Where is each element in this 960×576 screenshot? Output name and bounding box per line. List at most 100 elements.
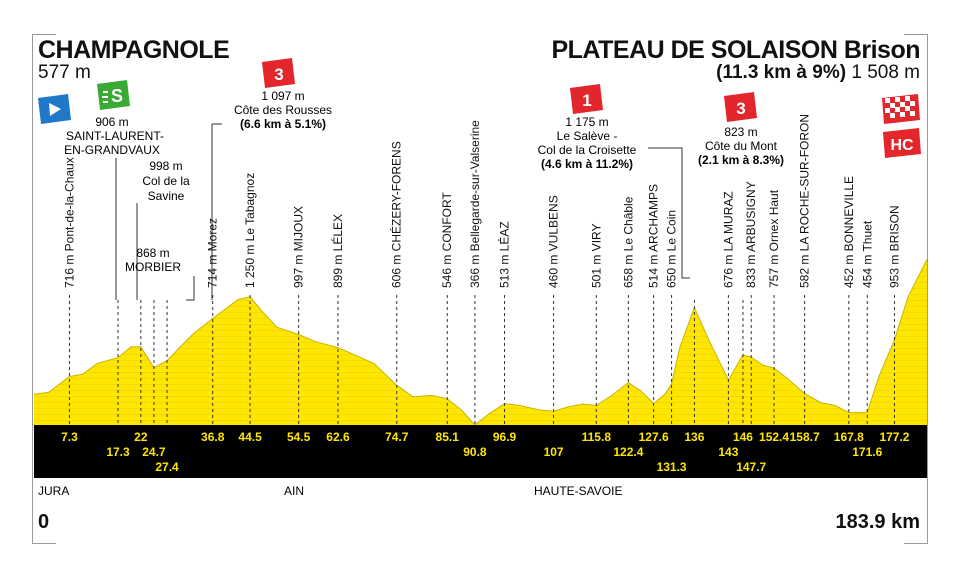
savine-name-line2: Savine — [148, 189, 185, 203]
place-label-24: 452 m BONNEVILLE — [842, 176, 856, 288]
frame-bottom-left-h — [32, 543, 56, 544]
place-label-22: 757 m Ornex Haut — [767, 189, 781, 288]
sprint-icon: S — [97, 80, 130, 110]
frame-top-right-h — [904, 34, 928, 35]
km-label-22: 152.4 — [759, 430, 789, 444]
distance-start: 0 — [38, 511, 50, 533]
region-haute-savoie: HAUTE-SAVOIE — [534, 484, 622, 498]
km-label-24: 167.8 — [834, 430, 864, 444]
start-town: CHAMPAGNOLE — [38, 36, 230, 64]
region-ain: AIN — [284, 484, 304, 498]
km-label-21: 147.7 — [736, 460, 766, 474]
sprint-symbol: S — [111, 86, 123, 106]
saleve-name-line2: Col de la Croisette — [538, 143, 637, 157]
km-label-13: 107 — [544, 445, 564, 459]
km-label-14: 115.8 — [582, 430, 612, 444]
km-label-0: 7.3 — [61, 430, 78, 444]
place-label-26: 953 m BRISON — [887, 205, 901, 288]
km-label-18: 136 — [684, 430, 704, 444]
place-label-9: 606 m CHÉZERY-FORENS — [389, 141, 404, 288]
place-label-0: 716 m Pont-de-la-Chaux — [62, 157, 76, 288]
km-label-12: 96.9 — [493, 430, 517, 444]
climb-cat3-badge-2: 3 — [724, 92, 757, 122]
place-label-10: 546 m CONFORT — [440, 192, 454, 288]
place-label-11: 366 m Bellegarde-sur-Valserine — [468, 120, 482, 288]
climb-hc-badge: HC — [883, 128, 921, 158]
km-label-6: 44.5 — [238, 430, 262, 444]
callout-connector-4 — [648, 147, 690, 279]
km-label-4: 27.4 — [155, 460, 179, 474]
start-flag-icon — [38, 94, 71, 124]
km-label-11: 90.8 — [463, 445, 487, 459]
profile-line — [33, 259, 928, 426]
frame-top-left-v — [32, 34, 33, 544]
saleve-altitude: 1 175 m — [565, 115, 608, 129]
frame-top-left-h — [32, 34, 56, 35]
km-label-23: 158.7 — [790, 430, 820, 444]
callout-connector-3 — [211, 123, 222, 300]
savine-altitude: 998 m — [149, 159, 182, 173]
sprint-altitude: 906 m — [95, 115, 128, 129]
frame-bottom-right-h — [904, 543, 928, 544]
finish-details: (11.3 km à 9%) 1 508 m — [716, 62, 920, 84]
km-label-25: 171.6 — [852, 445, 882, 459]
km-label-15: 122.4 — [613, 445, 643, 459]
km-band — [34, 425, 927, 478]
place-label-25: 454 m Thuet — [860, 220, 874, 288]
climb-cat1-badge: 1 — [570, 84, 603, 114]
mont-altitude: 823 m — [724, 125, 757, 139]
frame-top-right-v — [927, 34, 928, 544]
place-label-6: 1 250 m Le Tabagnoz — [243, 173, 257, 288]
morbier-altitude: 868 m — [136, 246, 169, 260]
km-label-9: 74.7 — [385, 430, 409, 444]
rousses-altitude: 1 097 m — [261, 89, 304, 103]
profile-hatching — [34, 259, 927, 425]
saleve-category: 1 — [582, 91, 591, 110]
km-label-19: 143 — [718, 445, 738, 459]
place-label-19: 676 m LA MURAZ — [721, 191, 735, 288]
start-altitude: 577 m — [38, 62, 91, 83]
saleve-detail: (4.6 km à 11.2%) — [541, 157, 633, 171]
km-label-8: 62.6 — [326, 430, 350, 444]
km-label-2: 22 — [134, 430, 148, 444]
finish-altitude: 1 508 m — [851, 62, 920, 83]
km-label-5: 36.8 — [201, 430, 225, 444]
place-label-21: 833 m ARBUSIGNY — [744, 181, 758, 288]
finish-climb: (11.3 km à 9%) — [716, 62, 847, 83]
km-label-3: 24.7 — [142, 445, 166, 459]
place-label-12: 513 m LÉAZ — [497, 221, 512, 288]
km-label-1: 17.3 — [106, 445, 130, 459]
place-label-5: 714 m Morez — [206, 218, 220, 288]
place-label-8: 899 m LÉLEX — [330, 214, 345, 288]
sprint-name-line2: EN-GRANDVAUX — [64, 143, 160, 157]
mont-detail: (2.1 km à 8.3%) — [698, 153, 784, 167]
km-label-26: 177.2 — [879, 430, 909, 444]
distance-end: 183.9 km — [835, 511, 920, 533]
sprint-name-line1: SAINT-LAURENT- — [66, 129, 164, 143]
place-label-14: 501 m VIRY — [589, 224, 603, 288]
saleve-name-line1: Le Salève - — [557, 129, 618, 143]
hc-category: HC — [890, 137, 914, 154]
km-label-7: 54.5 — [287, 430, 311, 444]
finish-town: PLATEAU DE SOLAISON Brison — [551, 36, 920, 64]
region-jura: JURA — [38, 484, 69, 498]
km-label-20: 146 — [733, 430, 753, 444]
place-label-17: 650 m Le Coin — [665, 210, 679, 288]
place-label-23: 582 m LA ROCHE-SUR-FORON — [798, 114, 812, 288]
place-label-13: 460 m VULBENS — [547, 195, 561, 288]
km-label-16: 127.6 — [639, 430, 669, 444]
place-label-7: 997 m MIJOUX — [292, 206, 306, 288]
km-label-17: 131.3 — [657, 460, 687, 474]
mont-category: 3 — [736, 99, 745, 118]
savine-name-line1: Col de la — [142, 174, 190, 188]
callout-connector-5 — [186, 276, 195, 301]
mont-name: Côte du Mont — [705, 139, 778, 153]
km-label-10: 85.1 — [436, 430, 460, 444]
finish-flag-icon — [882, 94, 920, 124]
rousses-detail: (6.6 km à 5.1%) — [240, 117, 326, 131]
morbier-name: MORBIER — [125, 260, 181, 274]
place-label-16: 514 m ARCHAMPS — [647, 184, 661, 288]
climb-cat3-badge: 3 — [262, 58, 295, 88]
place-label-15: 658 m Le Châble — [621, 196, 635, 288]
